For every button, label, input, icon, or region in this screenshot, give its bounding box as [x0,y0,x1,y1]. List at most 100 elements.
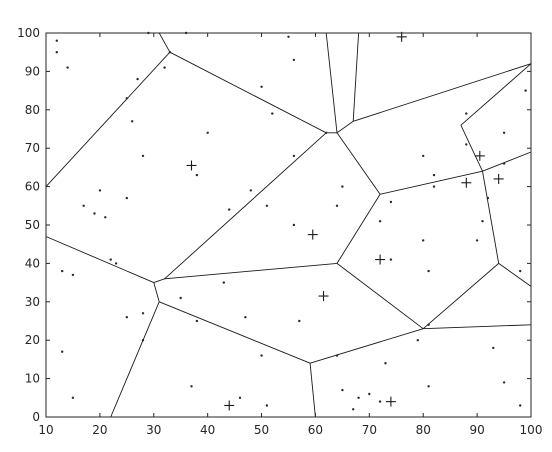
data-point [335,204,339,207]
data-point [265,404,269,407]
x-tick-label: 10 [38,423,53,437]
data-point [292,58,296,62]
site-plus-marker [307,229,318,240]
data-point [114,262,118,265]
data-point [136,77,139,81]
data-point [287,35,290,38]
x-tick-label: 20 [92,423,107,437]
data-point [222,281,225,284]
voronoi-edge [309,328,424,364]
data-point [195,319,199,323]
voronoi-edge [336,263,424,330]
data-point [357,396,360,399]
voronoi-edge [336,194,381,264]
voronoi-edge [158,32,171,53]
data-point [427,269,430,273]
voronoi-edge [336,132,381,195]
voronoi-edge [110,301,160,418]
data-point [481,220,484,223]
y-tick-label: 50 [25,218,40,232]
data-point [475,239,479,242]
site-plus-marker [396,31,407,42]
data-point [228,208,231,211]
data-point [432,185,436,188]
data-point [265,204,269,207]
voronoi-edge [309,363,316,418]
data-point [260,354,263,357]
data-point [109,258,112,261]
y-tick-label: 20 [25,333,40,347]
data-points [55,31,527,411]
voronoi-edge [159,301,311,364]
site-plus-marker [474,150,485,161]
data-point [55,51,58,54]
voronoi-edge [169,51,327,134]
data-point [163,66,166,69]
data-point [125,97,128,100]
data-point [292,223,296,227]
voronoi-edge [380,170,483,195]
data-point [335,354,339,357]
data-point [486,196,490,200]
y-tick-label: 10 [25,372,40,386]
data-point [427,323,430,326]
y-tick-label: 100 [17,26,40,40]
voronoi-edge [482,171,500,264]
voronoi-edge [325,32,338,133]
site-plus-marker [461,177,472,188]
data-point [341,185,344,188]
y-tick-label: 60 [25,180,40,194]
data-point [141,154,145,158]
data-point [465,112,468,115]
data-point [502,381,506,384]
voronoi-edge [336,120,354,134]
data-point [519,404,522,407]
data-point [465,143,468,146]
data-point [368,392,371,396]
voronoi-edge [460,125,483,172]
site-plus-marker [375,254,386,265]
voronoi-edges [45,32,532,418]
voronoi-edge [153,278,165,284]
data-point [422,239,425,242]
data-point [82,204,85,207]
data-point [179,296,182,300]
data-point [416,339,419,342]
x-tick-label: 30 [146,423,161,437]
x-axis-ticks: 10 20 30 40 50 60 70 80 90 100 [38,33,542,437]
data-point [271,112,274,115]
y-tick-label: 30 [25,295,40,309]
site-markers [186,31,504,411]
data-point [244,316,247,319]
x-tick-label: 60 [308,423,323,437]
data-point [98,189,102,192]
data-point [141,339,145,342]
data-point [352,408,355,411]
data-point [61,350,64,353]
voronoi-edge [164,262,338,280]
data-point [389,258,393,261]
data-point [238,396,242,399]
data-point [378,400,382,403]
data-point [341,388,344,392]
x-tick-label: 90 [469,423,484,437]
y-tick-label: 40 [25,256,40,270]
voronoi-edge [353,63,532,122]
voronoi-edge [153,282,160,302]
x-tick-label: 100 [520,423,543,437]
y-tick-label: 70 [25,141,40,155]
x-tick-label: 80 [416,423,431,437]
site-plus-marker [318,291,329,302]
data-point [125,196,128,200]
data-point [524,89,527,92]
data-point [249,189,252,192]
voronoi-edge [164,132,327,280]
data-point [502,131,506,134]
data-point [71,396,75,399]
x-tick-label: 70 [362,423,377,437]
data-point [492,346,495,350]
data-point [168,51,172,54]
data-point [190,385,193,388]
